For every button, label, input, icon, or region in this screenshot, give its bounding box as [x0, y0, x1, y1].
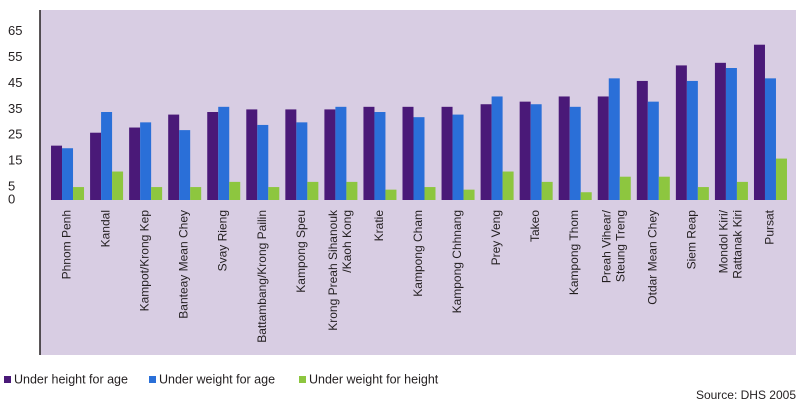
bar — [296, 122, 308, 200]
bar — [324, 109, 336, 200]
x-tick-label: Kandal — [99, 210, 113, 247]
y-tick-label: 45 — [8, 75, 22, 90]
bar — [218, 106, 230, 200]
bar — [463, 189, 475, 200]
bar — [424, 187, 436, 200]
bar — [636, 80, 648, 200]
bar — [101, 112, 113, 200]
legend-label: Under height for age — [14, 372, 128, 386]
bar — [190, 187, 202, 200]
bar — [647, 101, 659, 200]
bar — [608, 78, 620, 200]
bar — [569, 106, 581, 200]
legend-swatch — [149, 376, 156, 383]
y-tick-label: 0 — [8, 191, 15, 206]
bar — [675, 65, 687, 200]
bar — [658, 176, 670, 200]
bar — [229, 181, 241, 200]
bar — [335, 106, 347, 200]
bar — [736, 181, 748, 200]
x-tick-label: Kampong Chhnang — [450, 210, 464, 313]
bar — [51, 145, 63, 200]
y-tick-label: 15 — [8, 153, 22, 168]
bar — [140, 122, 152, 200]
x-tick-label: Kampot/Krong Kep — [138, 210, 152, 312]
x-tick-label: Preah Vihear/Steung Treng — [599, 209, 627, 283]
x-tick-label: Takeo — [528, 210, 542, 242]
bar — [413, 117, 425, 200]
x-tick-label: Otdar Mean Chey — [645, 210, 659, 305]
x-tick-label: Kampong Thom — [567, 210, 581, 295]
y-tick-label: 55 — [8, 49, 22, 64]
bar — [580, 192, 592, 200]
bar — [268, 187, 280, 200]
x-tick-label: Kampong Cham — [411, 210, 425, 297]
bar — [363, 106, 375, 200]
bar — [775, 158, 787, 200]
bar — [686, 80, 698, 200]
bar — [597, 96, 609, 200]
bar — [307, 181, 319, 200]
bar — [441, 106, 453, 200]
bar — [73, 187, 85, 200]
bar — [285, 109, 297, 200]
legend-label: Under weight for age — [159, 372, 275, 386]
bar — [697, 187, 709, 200]
bar — [129, 127, 141, 200]
legend-swatch — [4, 376, 11, 383]
legend-swatch — [299, 376, 306, 383]
bar — [764, 78, 776, 200]
x-tick-label: Svay Rieng — [216, 210, 230, 271]
bar — [179, 130, 191, 200]
source-note: Source: DHS 2005 — [696, 388, 796, 402]
bar — [246, 109, 258, 200]
bar — [112, 171, 124, 200]
bar — [725, 68, 737, 200]
legend-label: Under weight for height — [309, 372, 439, 386]
bar — [753, 44, 765, 200]
bar — [257, 124, 269, 200]
bar — [374, 112, 386, 200]
bar — [558, 96, 570, 200]
bar — [207, 112, 219, 200]
x-tick-label: Mondol Kiri/Rattanak Kiri — [717, 209, 745, 278]
bar — [519, 101, 531, 200]
bar — [90, 132, 102, 200]
x-tick-label: Kampong Speu — [294, 210, 308, 293]
bar — [714, 62, 726, 200]
x-tick-label: Krong Preah Sihanouk/Kaoh Kong — [326, 209, 354, 331]
x-tick-label: Phnom Penh — [60, 210, 74, 279]
bar — [530, 104, 542, 200]
bar — [541, 181, 553, 200]
bar — [151, 187, 163, 200]
bar — [480, 104, 492, 200]
x-tick-label: Kratie — [372, 210, 386, 242]
bar — [491, 96, 503, 200]
bar — [619, 176, 631, 200]
x-tick-label: Pursat — [763, 209, 777, 244]
y-tick-label: 35 — [8, 101, 22, 116]
y-tick-label: 5 — [8, 178, 15, 193]
x-tick-label: Battambang/Krong Pailin — [255, 210, 269, 343]
bar — [502, 171, 514, 200]
bar — [346, 181, 358, 200]
x-tick-label: Siem Reap — [685, 210, 699, 270]
y-tick-label: 65 — [8, 23, 22, 38]
x-tick-label: Banteay Mean Chey — [177, 210, 191, 319]
bar — [385, 189, 397, 200]
bar — [62, 148, 74, 200]
y-tick-label: 25 — [8, 127, 22, 142]
bar — [168, 114, 180, 200]
bar — [452, 114, 464, 200]
x-tick-label: Prey Veng — [489, 210, 503, 265]
bar — [402, 106, 414, 200]
